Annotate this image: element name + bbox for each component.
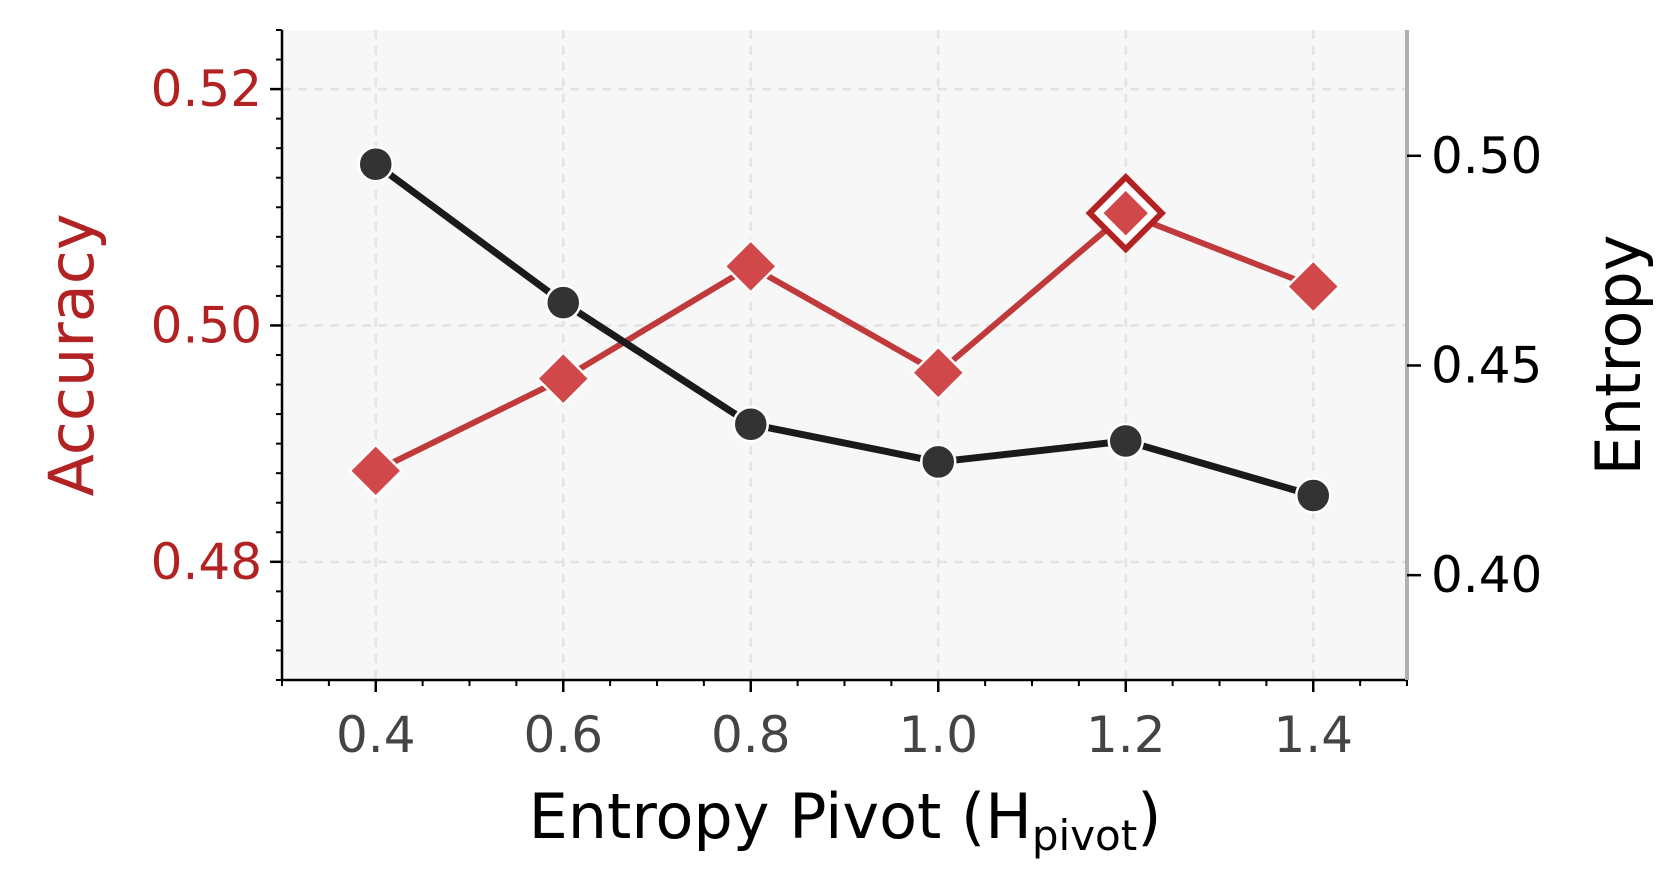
entropy-marker — [920, 443, 957, 481]
y-left-tick-label: 0.48 — [151, 533, 262, 591]
tick-labels: 0.4 0.6 0.8 1.0 1.2 1.4 0.48 0.50 0.52 0.40 0.45 0.… — [151, 60, 1543, 764]
entropy-marker — [545, 284, 582, 321]
x-axis-title-close: ) — [1137, 780, 1161, 853]
y-right-axis-title: Entropy — [1582, 235, 1655, 476]
x-tick-label: 1.2 — [1086, 706, 1166, 764]
x-tick-label: 0.6 — [523, 706, 603, 764]
accuracy-marker — [1285, 258, 1342, 315]
accuracy-marker — [722, 238, 779, 295]
series-lines — [372, 160, 1317, 499]
accuracy-marker — [535, 350, 592, 407]
plot-background — [282, 30, 1407, 680]
entropy-marker — [1295, 477, 1332, 514]
y-left-axis-title: Accuracy — [35, 213, 108, 496]
y-right-tick-label: 0.40 — [1431, 546, 1542, 604]
y-left-tick-label: 0.50 — [151, 296, 262, 354]
entropy-marker — [732, 405, 769, 443]
x-tick-label: 1.0 — [898, 706, 978, 764]
x-tick-label: 1.4 — [1273, 706, 1353, 764]
x-axis-title-main: Entropy Pivot (H — [529, 780, 1032, 853]
entropy-line — [372, 160, 1317, 499]
x-tick-label: 0.8 — [711, 706, 791, 764]
y-right-tick-label: 0.50 — [1431, 127, 1542, 185]
accuracy-marker — [910, 344, 967, 401]
x-axis-title-sub: pivot — [1032, 811, 1137, 860]
entropy-marker — [1107, 422, 1144, 460]
entropy-marker — [357, 145, 394, 183]
accuracy-marker — [347, 443, 404, 499]
y-right-tick-label: 0.45 — [1431, 336, 1542, 394]
x-axis-title: Entropy Pivot (Hpivot) — [529, 780, 1162, 860]
series-markers — [347, 145, 1342, 514]
ticks — [270, 29, 1421, 692]
y-left-tick-label: 0.52 — [151, 60, 262, 118]
accuracy-line — [372, 210, 1317, 474]
x-tick-label: 0.4 — [336, 706, 416, 764]
accuracy-best-marker — [1099, 187, 1152, 239]
